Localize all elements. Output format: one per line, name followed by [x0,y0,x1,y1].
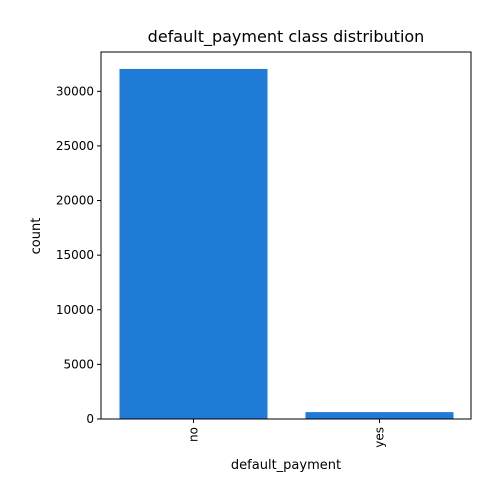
bar-yes [305,412,454,419]
y-tick-label-30000: 30000 [56,84,94,98]
y-axis: 0 5000 10000 15000 20000 25000 30000 [56,84,101,426]
y-axis-label: count [29,218,44,255]
bar-no [119,68,268,420]
y-tick-label-20000: 20000 [56,194,94,208]
y-tick-label-0: 0 [86,412,94,426]
x-axis-label: default_payment [231,458,341,473]
x-axis: no yes [187,419,387,448]
bars-group [119,68,454,420]
y-tick-label-15000: 15000 [56,248,94,262]
x-tick-label-no: no [187,427,201,442]
chart-title: default_payment class distribution [148,27,425,47]
y-tick-label-25000: 25000 [56,139,94,153]
y-tick-label-10000: 10000 [56,303,94,317]
y-tick-label-5000: 5000 [63,357,94,371]
x-tick-label-yes: yes [373,427,387,448]
plot-frame [100,51,472,420]
